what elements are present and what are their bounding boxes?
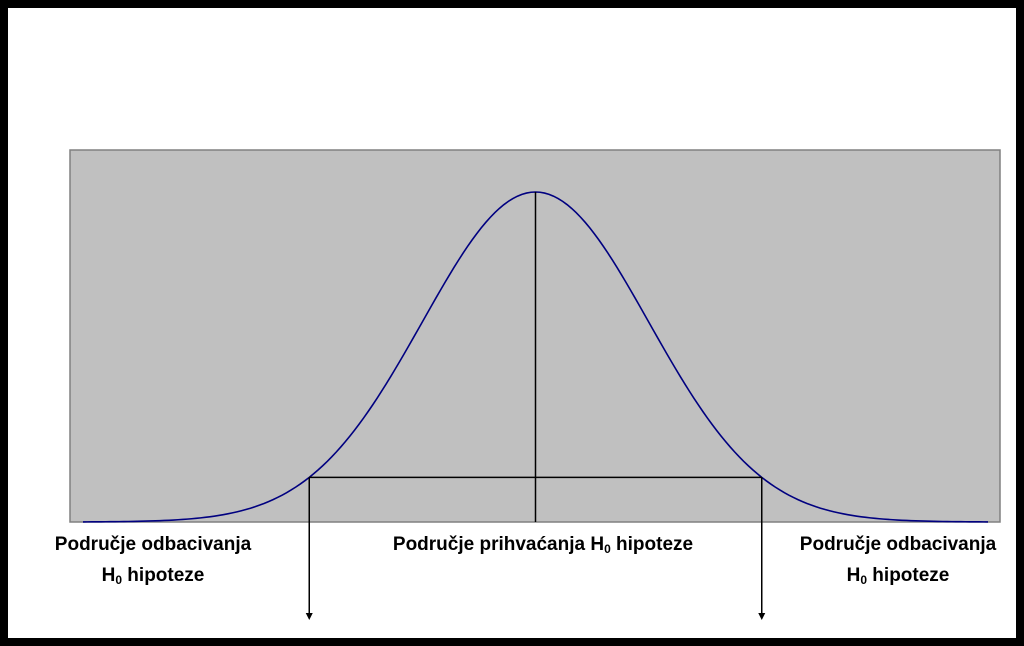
rejection-region-left-line2: H0 hipoteze bbox=[101, 565, 205, 587]
rejection-region-left-label: Područje odbacivanja H0 hipoteze bbox=[38, 529, 268, 591]
rejection-region-left-line1: Područje odbacivanja bbox=[54, 534, 252, 555]
arrowhead-right bbox=[758, 613, 766, 620]
rejection-region-right-line1: Područje odbacivanja bbox=[799, 534, 997, 555]
arrowhead-left bbox=[305, 613, 313, 620]
acceptance-region-label: Područje prihvaćanja H0 hipoteze bbox=[392, 534, 694, 556]
rejection-region-right-label: Područje odbacivanja H0 hipoteze bbox=[780, 529, 1016, 591]
diagram-frame: Područje odbacivanja H0 hipoteze Područj… bbox=[8, 8, 1016, 638]
hypothesis-test-diagram bbox=[69, 149, 1001, 620]
rejection-region-right-line2: H0 hipoteze bbox=[846, 565, 950, 587]
